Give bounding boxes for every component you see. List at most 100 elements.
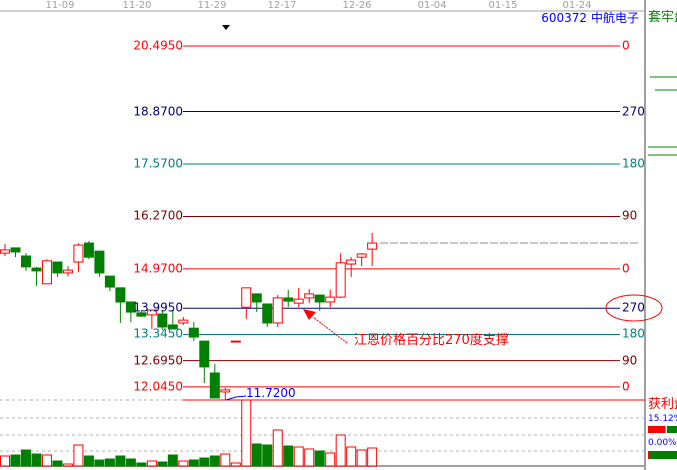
volume-bar: [209, 455, 220, 467]
volume-bar: [20, 449, 31, 467]
profit-bar-green: [667, 426, 677, 433]
date-axis-label: 01-04: [417, 0, 447, 11]
candle-body: [272, 297, 283, 324]
gann-angle-label: 90: [622, 353, 638, 368]
gann-angle-label: 180: [622, 326, 645, 341]
annotation-text: 江恩价格百分比270度支撑: [354, 333, 509, 348]
annotation-arrow-line: [312, 316, 348, 344]
volume-bar: [230, 462, 241, 467]
side-panel-title: 套牢盘: [648, 10, 677, 25]
candle-body: [94, 250, 105, 274]
candle-body: [314, 294, 325, 303]
volume-bar: [356, 449, 367, 467]
gann-angle-label: 0: [622, 379, 630, 394]
volume-bar: [293, 446, 304, 467]
volume-bar: [346, 446, 357, 467]
volume-bar: [367, 447, 378, 467]
candle-body: [52, 261, 63, 274]
volume-bar: [73, 444, 84, 467]
candle-body: [0, 249, 10, 254]
gann-angle-label: 0: [622, 261, 630, 276]
candle-body: [251, 293, 262, 303]
candle-body: [335, 262, 346, 298]
volume-bar: [220, 453, 231, 467]
profit-pct-1: 15.12%: [648, 414, 677, 424]
candle-body: [62, 269, 73, 274]
volume-bar: [62, 463, 73, 467]
candle-body: [209, 372, 220, 399]
date-axis-label: 11-20: [122, 0, 152, 11]
candle-body: [41, 260, 52, 285]
volume-bar: [272, 429, 283, 467]
gann-price-label: 12.6950: [133, 353, 183, 368]
low-marker-line: [225, 395, 247, 401]
volume-bar: [157, 461, 168, 467]
volume-bar: [335, 434, 346, 467]
profit-bar-green-2: [649, 451, 677, 459]
candle-body: [241, 287, 252, 308]
gann-angle-label: 180: [622, 156, 645, 171]
candle-body: [293, 298, 304, 304]
candle-body: [157, 313, 168, 328]
volume-bar: [314, 450, 325, 467]
volume-bar: [125, 458, 136, 467]
volume-bar: [83, 455, 94, 467]
candle-body: [146, 309, 157, 316]
volume-bar: [31, 453, 42, 467]
candle-body: [20, 255, 31, 268]
volume-bar: [283, 445, 294, 467]
candle-body: [31, 267, 42, 272]
gann-price-label: 16.2700: [133, 208, 183, 223]
date-axis-label: 01-15: [488, 0, 518, 11]
date-axis-label: 01-24: [562, 0, 592, 11]
stock-code: 600372: [541, 11, 587, 25]
date-axis-label: 12-26: [342, 0, 372, 11]
gann-price-label: 14.9700: [133, 261, 183, 276]
candle-body: [356, 253, 367, 258]
volume-bar: [325, 452, 336, 467]
candle-body: [304, 293, 315, 299]
candle-body: [83, 242, 94, 258]
gann-price-label: 17.5700: [133, 156, 183, 171]
stock-name: 中航电子: [591, 11, 640, 25]
volume-bar: [304, 448, 315, 467]
volume-bar: [52, 460, 63, 467]
volume-bar: [188, 459, 199, 467]
volume-bar: [136, 462, 147, 467]
volume-bar: [115, 455, 126, 467]
volume-bar: [41, 454, 52, 467]
candle-body: [178, 319, 189, 324]
volume-bar: [262, 444, 273, 467]
profit-title: 获利盘: [648, 397, 677, 412]
volume-bar: [104, 458, 115, 467]
volume-bar: [167, 454, 178, 467]
candle-body: [262, 303, 273, 324]
volume-bar: [146, 460, 157, 467]
date-axis-label: 11-09: [45, 0, 75, 11]
candle-body: [136, 312, 147, 317]
profit-bar-red-2: [648, 451, 649, 459]
candle-body: [167, 324, 178, 330]
volume-bar: [10, 454, 21, 467]
cursor-arrow-icon: [222, 25, 230, 30]
candle-body: [367, 242, 378, 250]
candle-body: [104, 275, 115, 288]
candle-body: [230, 340, 241, 343]
date-axis-label: 12-17: [267, 0, 297, 11]
profit-pct-2: 0.00%: [648, 438, 677, 448]
volume-bar: [0, 455, 10, 467]
candle-body: [220, 389, 231, 393]
candle-body: [73, 244, 84, 263]
gann-price-label: 20.4950: [133, 38, 183, 53]
candle-body: [188, 327, 199, 338]
candle-body: [346, 259, 357, 265]
volume-bar: [199, 457, 210, 467]
candle-body: [10, 247, 21, 253]
volume-bar: [178, 460, 189, 467]
candle-body: [125, 301, 136, 313]
volume-bar: [94, 459, 105, 467]
profit-bar-red: [648, 426, 666, 433]
candle-body: [325, 296, 336, 303]
gann-angle-label: 90: [622, 208, 638, 223]
